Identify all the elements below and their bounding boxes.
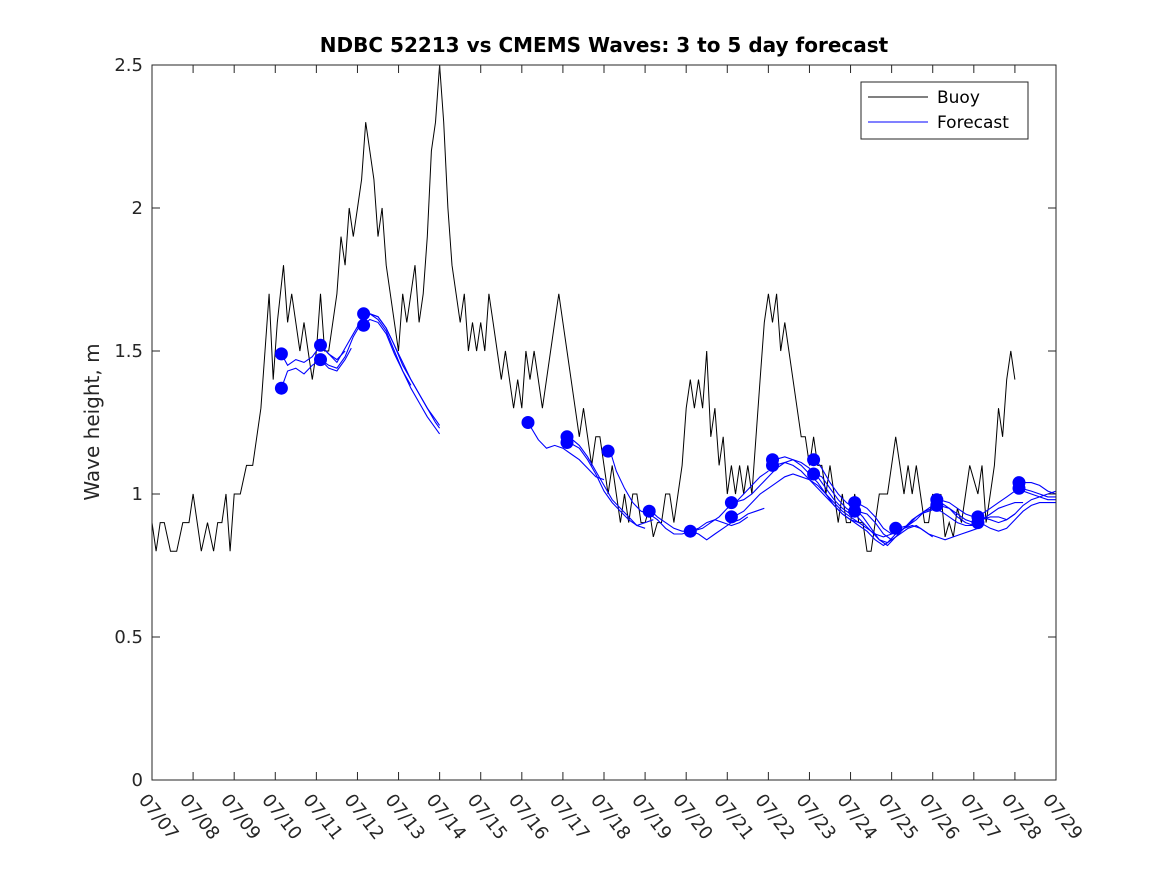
forecast-segment-21 xyxy=(938,490,1056,518)
forecast-segment-18 xyxy=(856,502,974,535)
series-layer xyxy=(151,64,1057,552)
legend-buoy-label: Buoy xyxy=(937,88,980,108)
forecast-segment-6 xyxy=(527,422,605,481)
forecast-start-marker-11 xyxy=(683,524,697,538)
forecast-start-marker-3 xyxy=(314,353,327,367)
forecast-segment-3 xyxy=(320,313,441,435)
y-axis-label: Wave height, m xyxy=(80,343,104,500)
y-tick-label-2: 1 xyxy=(132,484,143,505)
forecast-segment-15 xyxy=(774,461,859,524)
forecast-segment-20 xyxy=(897,501,1024,529)
y-tick-label-3: 1.5 xyxy=(114,341,143,362)
forecast-start-marker-13 xyxy=(724,510,738,524)
forecast-start-marker-15 xyxy=(766,458,779,472)
forecast-start-marker-4 xyxy=(357,307,371,321)
forecast-segment-4 xyxy=(363,313,441,426)
forecast-start-marker-1 xyxy=(274,381,288,395)
forecast-segment-7 xyxy=(568,436,646,529)
forecast-segment-10 xyxy=(650,507,765,541)
y-tick-label-0: 0 xyxy=(132,770,143,791)
forecast-start-marker-26 xyxy=(1012,481,1026,495)
forecast-start-marker-20 xyxy=(889,521,903,535)
forecast-segment-25 xyxy=(1021,482,1057,495)
legend: Buoy Forecast xyxy=(860,81,1029,140)
plot-area: 00.511.522.507/0707/0807/0907/1007/1107/… xyxy=(114,55,1086,844)
forecast-start-marker-8 xyxy=(560,436,574,449)
forecast-segment-9 xyxy=(609,450,749,535)
legend-box xyxy=(860,81,1029,140)
forecast-segment-1 xyxy=(280,344,346,367)
axes-background xyxy=(152,65,1056,780)
y-tick-label-5: 2.5 xyxy=(114,55,143,76)
forecast-start-marker-22 xyxy=(930,498,944,512)
forecast-start-marker-5 xyxy=(357,318,371,332)
forecast-segment-24 xyxy=(979,502,1056,532)
forecast-start-marker-0 xyxy=(274,347,288,361)
forecast-start-marker-10 xyxy=(642,504,656,518)
forecast-start-marker-9 xyxy=(601,444,615,458)
forecast-segment-5 xyxy=(363,318,412,386)
forecast-start-marker-2 xyxy=(314,338,327,352)
forecast-segment-26 xyxy=(1020,487,1056,498)
forecast-start-marker-19 xyxy=(848,504,862,518)
buoy-series-line xyxy=(151,64,1016,552)
legend-forecast-label: Forecast xyxy=(937,113,1009,133)
y-tick-label-4: 2 xyxy=(132,198,143,219)
chart-title: NDBC 52213 vs CMEMS Waves: 3 to 5 day fo… xyxy=(320,33,889,57)
y-tick-label-1: 0.5 xyxy=(114,627,143,648)
forecast-segment-8 xyxy=(568,442,654,527)
forecast-start-marker-16 xyxy=(807,453,821,467)
forecast-start-marker-24 xyxy=(971,516,985,530)
forecast-start-marker-12 xyxy=(724,496,738,510)
forecast-start-marker-6 xyxy=(521,416,535,429)
forecast-start-marker-17 xyxy=(807,467,821,481)
forecast-segment-19 xyxy=(856,510,934,541)
forecast-segment-13 xyxy=(733,473,892,538)
